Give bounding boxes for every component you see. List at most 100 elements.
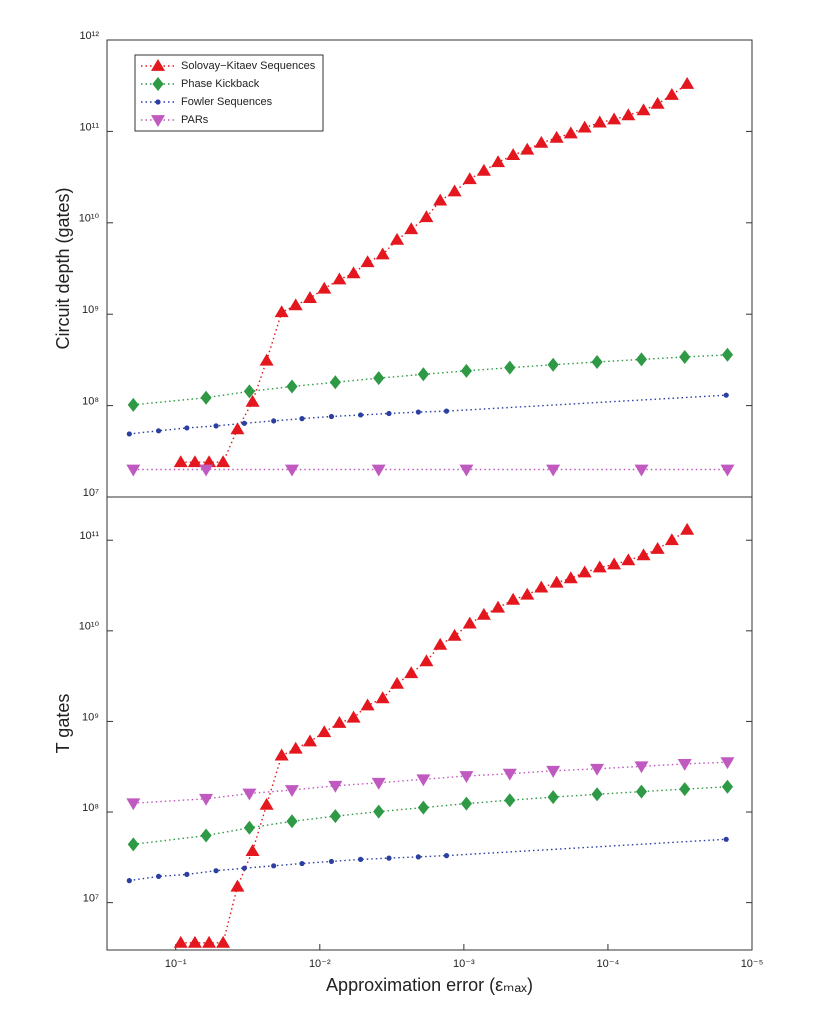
marker bbox=[202, 935, 217, 948]
marker bbox=[459, 771, 474, 783]
marker bbox=[506, 592, 521, 605]
marker bbox=[371, 777, 386, 790]
marker bbox=[286, 379, 298, 394]
marker bbox=[328, 858, 335, 865]
marker bbox=[274, 748, 289, 761]
marker bbox=[156, 873, 162, 879]
marker bbox=[302, 291, 317, 304]
marker bbox=[299, 416, 305, 422]
marker bbox=[664, 88, 679, 100]
marker bbox=[677, 758, 692, 771]
y-tick-label: 10¹¹ bbox=[79, 530, 99, 542]
y-tick-label: 10¹⁰ bbox=[79, 213, 100, 225]
x-tick-label: 10⁻⁴ bbox=[597, 958, 620, 970]
marker bbox=[243, 820, 256, 835]
marker bbox=[200, 390, 212, 405]
marker bbox=[245, 394, 260, 407]
marker bbox=[274, 305, 289, 318]
marker bbox=[284, 464, 299, 477]
marker bbox=[173, 455, 188, 468]
series-line bbox=[133, 786, 728, 845]
marker bbox=[534, 135, 549, 148]
marker bbox=[360, 698, 375, 711]
marker bbox=[635, 784, 648, 799]
marker bbox=[317, 281, 332, 294]
marker bbox=[151, 115, 165, 127]
marker bbox=[650, 96, 665, 109]
marker bbox=[213, 423, 219, 429]
marker bbox=[680, 522, 695, 535]
marker bbox=[332, 272, 347, 285]
marker bbox=[230, 422, 245, 435]
plot-area bbox=[129, 529, 728, 944]
marker bbox=[346, 710, 361, 723]
marker bbox=[155, 99, 161, 105]
legend-box bbox=[134, 54, 324, 132]
marker bbox=[720, 464, 735, 477]
marker bbox=[390, 676, 405, 689]
marker bbox=[390, 232, 405, 245]
y-tick-label: 10¹¹ bbox=[79, 121, 99, 133]
marker bbox=[577, 565, 592, 578]
marker bbox=[127, 397, 139, 412]
marker bbox=[271, 418, 277, 424]
marker bbox=[520, 142, 535, 155]
marker bbox=[415, 854, 421, 860]
marker bbox=[720, 757, 735, 770]
marker bbox=[476, 607, 491, 620]
marker bbox=[506, 148, 521, 161]
plot-area bbox=[129, 83, 728, 471]
marker bbox=[187, 455, 202, 468]
marker bbox=[187, 935, 202, 948]
marker bbox=[375, 691, 390, 704]
x-tick-label: 10⁻⁵ bbox=[741, 958, 764, 970]
marker bbox=[549, 130, 564, 143]
marker bbox=[386, 410, 392, 417]
marker bbox=[288, 741, 303, 754]
marker bbox=[213, 868, 219, 874]
marker bbox=[375, 247, 390, 260]
marker bbox=[547, 357, 559, 372]
marker bbox=[184, 425, 190, 431]
marker bbox=[373, 371, 385, 386]
marker bbox=[200, 828, 212, 843]
marker bbox=[607, 112, 622, 125]
marker bbox=[636, 548, 651, 561]
marker bbox=[173, 935, 188, 948]
marker bbox=[415, 409, 421, 415]
y-tick-label: 10⁸ bbox=[82, 802, 99, 814]
y-tick-label: 10⁷ bbox=[83, 487, 99, 499]
marker bbox=[577, 120, 592, 133]
marker bbox=[462, 172, 477, 185]
marker bbox=[371, 464, 386, 477]
marker bbox=[329, 809, 341, 824]
marker bbox=[360, 255, 375, 268]
y-tick-label: 10⁹ bbox=[82, 304, 99, 316]
marker bbox=[563, 126, 578, 139]
marker bbox=[156, 428, 162, 434]
marker bbox=[592, 560, 607, 573]
marker bbox=[230, 879, 245, 892]
marker bbox=[621, 553, 636, 566]
marker bbox=[680, 77, 695, 89]
marker bbox=[443, 408, 450, 414]
marker bbox=[243, 384, 256, 399]
marker bbox=[447, 184, 462, 197]
marker bbox=[546, 765, 561, 778]
marker bbox=[404, 222, 419, 235]
marker bbox=[152, 77, 164, 91]
y-tick-label: 10⁹ bbox=[82, 711, 99, 723]
marker bbox=[679, 782, 691, 797]
marker bbox=[491, 600, 506, 613]
marker bbox=[357, 856, 364, 863]
marker bbox=[373, 804, 385, 819]
marker bbox=[433, 193, 448, 206]
marker bbox=[590, 763, 605, 776]
y-tick-label: 10¹⁰ bbox=[79, 621, 100, 633]
marker bbox=[127, 837, 139, 852]
marker bbox=[462, 616, 477, 629]
x-tick-label: 10⁻¹ bbox=[165, 958, 187, 970]
marker bbox=[216, 455, 231, 468]
marker bbox=[591, 787, 603, 802]
